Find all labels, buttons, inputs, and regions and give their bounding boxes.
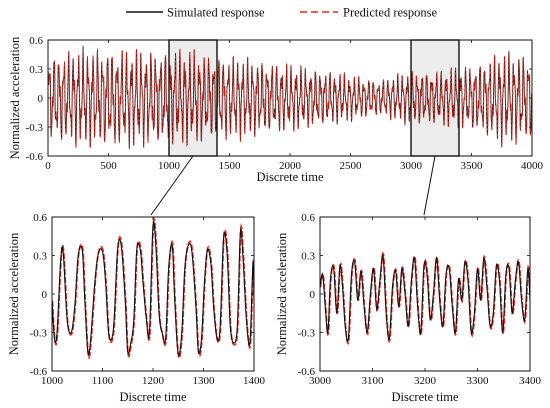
zoom-1-series xyxy=(52,217,254,361)
series-line-predicted-full xyxy=(48,45,532,150)
legend: Simulated response Predicted response xyxy=(126,6,438,20)
full-xtick-label: 2000 xyxy=(279,160,302,172)
ylabel-full: Normalized acceleration xyxy=(8,36,22,159)
series-line-simulated-zoom-2 xyxy=(320,253,530,343)
zoom-2-ytick-label: -0.6 xyxy=(298,366,316,378)
zoom-2-xtick-label: 3300 xyxy=(467,375,490,387)
full-axes: 0 500 1000 1500 2000 2500 3000 3500 4000 -0.6 -0.3… xyxy=(26,35,544,172)
zoom-1-ytick-label: -0.3 xyxy=(30,328,48,340)
zoom-1-ytick-label: 0.3 xyxy=(33,251,47,263)
zoom-2-xtick-label: 3100 xyxy=(362,375,385,387)
full-ytick-label: 0.6 xyxy=(29,35,43,47)
full-ytick-label: 0.3 xyxy=(29,64,43,76)
series-line-simulated-zoom-1 xyxy=(52,220,254,357)
chart-full: 0 500 1000 1500 2000 2500 3000 3500 4000 -0.6 -0.3… xyxy=(8,35,544,184)
zoom-1-xtick-label: 1000 xyxy=(41,375,64,387)
zoom-1-ytick-label: 0 xyxy=(42,289,48,301)
zoom-2-ytick-label: 0.6 xyxy=(301,212,315,224)
zoom-2-xtick-label: 3400 xyxy=(519,375,542,387)
full-xtick-label: 2500 xyxy=(340,160,363,172)
zoom-2-xtick-label: 3000 xyxy=(309,375,332,387)
full-xtick-label: 1500 xyxy=(219,160,242,172)
xlabel-zoom-2: Discrete time xyxy=(392,390,459,404)
legend-label-simulated: Simulated response xyxy=(167,6,265,20)
connector-left xyxy=(150,155,194,216)
full-xtick-label: 4000 xyxy=(521,160,544,172)
chart-zoom-1: 1000 1100 1200 1300 1400 -0.6 -0.3 0 0.3 0.6 Disc… xyxy=(7,212,266,404)
zoom-1-xtick-label: 1100 xyxy=(92,375,114,387)
xlabel-zoom-1: Discrete time xyxy=(120,390,187,404)
zoom-1-ytick-label: 0.6 xyxy=(33,212,47,224)
zoom-2-ytick-label: 0.3 xyxy=(301,251,315,263)
zoom-2-ytick-label: 0 xyxy=(310,289,316,301)
zoom-1-xtick-label: 1400 xyxy=(243,375,266,387)
zoom-1-xtick-label: 1300 xyxy=(193,375,216,387)
full-xtick-label: 0 xyxy=(45,160,51,172)
chart-zoom-2: 3000 3100 3200 3300 3400 -0.6 -0.3 0 0.3 0.6 Disc… xyxy=(275,212,542,404)
legend-label-predicted: Predicted response xyxy=(343,6,438,20)
zoom-1-ytick-label: -0.6 xyxy=(30,366,48,378)
full-xtick-label: 1000 xyxy=(158,160,181,172)
ylabel-zoom-1: Normalized acceleration xyxy=(7,232,21,355)
zoom-1-xtick-label: 1200 xyxy=(142,375,165,387)
full-xtick-label: 3000 xyxy=(400,160,423,172)
full-ytick-label: -0.6 xyxy=(26,151,44,163)
highlight-box-1 xyxy=(169,40,217,156)
series-line-predicted-zoom-1 xyxy=(52,217,254,361)
zoom-2-xtick-label: 3200 xyxy=(414,375,437,387)
zoom-2-ytick-label: -0.3 xyxy=(298,328,316,340)
plot-frame-zoom-2 xyxy=(319,216,531,372)
zoom-2-series xyxy=(320,251,530,345)
zoom-1-axes: 1000 1100 1200 1300 1400 -0.6 -0.3 0 0.3 0.6 xyxy=(30,212,266,387)
full-xtick-label: 500 xyxy=(100,160,117,172)
zoom-2-axes: 3000 3100 3200 3300 3400 -0.6 -0.3 0 0.3 0.6 xyxy=(298,212,542,387)
full-xtick-label: 3500 xyxy=(461,160,484,172)
full-series xyxy=(48,45,532,150)
xlabel-full: Discrete time xyxy=(257,170,324,184)
ylabel-zoom-2: Normalized acceleration xyxy=(275,232,289,355)
full-ytick-label: 0 xyxy=(38,93,44,105)
full-ytick-label: -0.3 xyxy=(26,122,44,134)
connector-right xyxy=(423,155,436,216)
